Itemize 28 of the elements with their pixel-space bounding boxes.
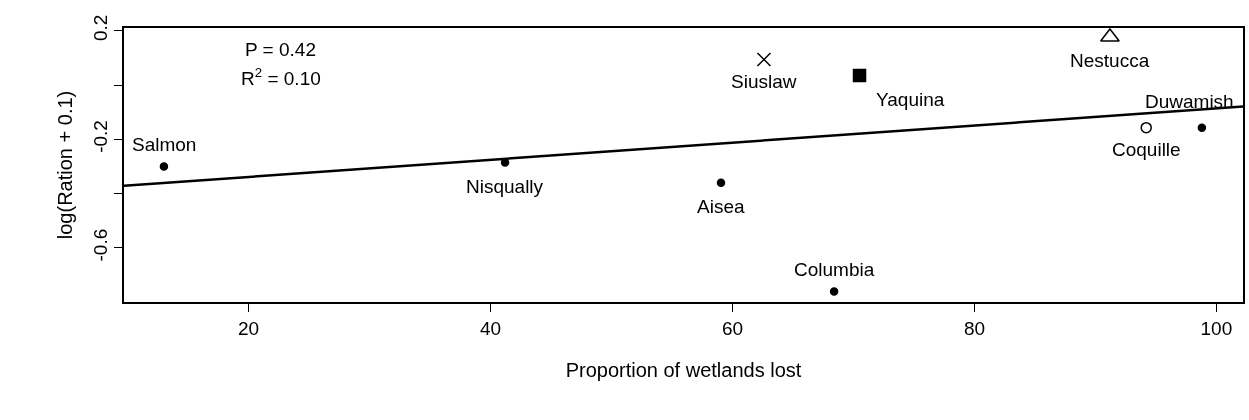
point [1197,123,1207,132]
y-axis-title: log(Ration + 0.1) [53,90,76,240]
x-tick-label: 60 [721,317,744,339]
series-label: Nisqually [466,176,544,197]
x-tick-label: 40 [479,317,502,339]
x-tick-label: 80 [963,317,986,339]
series-label: Duwamish [1145,91,1234,112]
point [159,162,169,171]
annotation: R$^{2}$ = 0.10 [241,65,321,89]
point [716,178,726,188]
y-tick-label: 0.2 [89,14,111,42]
point [829,287,839,296]
series-label: Aisea [697,196,745,217]
point [1140,121,1152,134]
point [756,52,772,67]
x-tick-label: 100 [1200,317,1233,339]
series-label: Nestucca [1070,50,1150,71]
x-axis-title: Proportion of wetlands lost [565,358,802,381]
x-tick-label: 20 [238,317,260,339]
series-label: Coquille [1112,139,1181,160]
series-label: Columbia [794,259,875,280]
series-label: Yaquina [876,89,945,110]
series-label: Salmon [132,134,197,155]
point [852,68,867,83]
y-tick-label: -0.6 [89,228,111,262]
annotation: P = 0.42 [245,39,316,60]
series-label: Siuslaw [731,71,797,92]
y-tick-label: -0.2 [89,120,111,153]
